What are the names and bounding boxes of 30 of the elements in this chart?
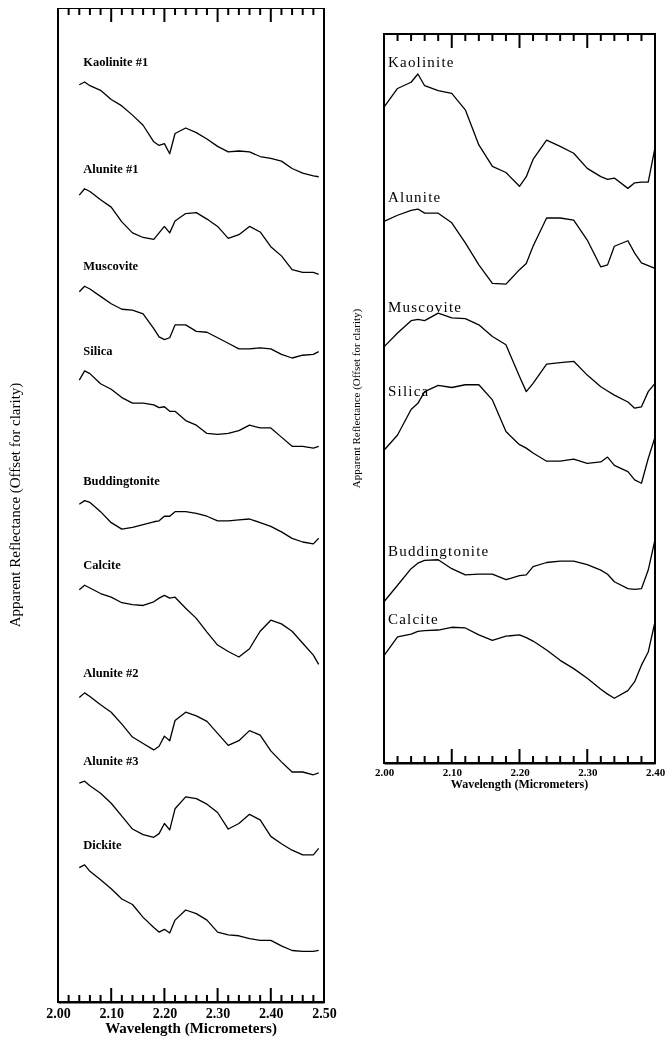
x-axis-title: Wavelength (Micrometers) — [105, 1020, 277, 1037]
series-label: Dickite — [83, 837, 122, 852]
x-tick-label: 2.20 — [510, 765, 531, 778]
series-label: Muscovite — [83, 259, 139, 274]
x-tick-label: 2.10 — [442, 765, 463, 778]
x-tick-label: 2.40 — [259, 1005, 284, 1021]
x-tick-label: 2.50 — [312, 1005, 337, 1021]
series-label: Silica — [83, 343, 114, 358]
x-tick-label: 2.00 — [374, 765, 395, 778]
y-axis-title: Apparent Reflectance (Offset for clarity) — [7, 382, 24, 628]
series-label: Alunite #2 — [83, 665, 139, 680]
x-axis-title: Wavelength (Micrometers) — [450, 777, 589, 791]
x-tick-label: 2.30 — [578, 765, 598, 778]
x-tick-label: 2.00 — [46, 1005, 71, 1021]
x-tick-label: 2.10 — [99, 1005, 124, 1021]
series-label: Alunite #3 — [83, 754, 139, 769]
series-label: Buddingtonite — [388, 543, 490, 560]
series-label: Calcite — [388, 611, 439, 628]
series-label: Alunite #1 — [83, 161, 139, 176]
series-label: Muscovite — [388, 299, 463, 316]
legend-label: Kaolinite — [388, 54, 455, 70]
x-tick-label: 2.20 — [152, 1005, 178, 1021]
series-label: Buddingtonite — [83, 473, 161, 488]
series-label: Kaolinite #1 — [83, 55, 149, 69]
y-axis-title: Apparent Reflectance (Offset for clarity) — [350, 308, 363, 489]
series-label: Alunite — [388, 189, 442, 206]
x-tick-label: 2.40 — [645, 765, 666, 778]
series-label: Silica — [388, 383, 430, 400]
x-tick-label: 2.30 — [205, 1005, 231, 1021]
series-label: Calcite — [83, 558, 122, 573]
